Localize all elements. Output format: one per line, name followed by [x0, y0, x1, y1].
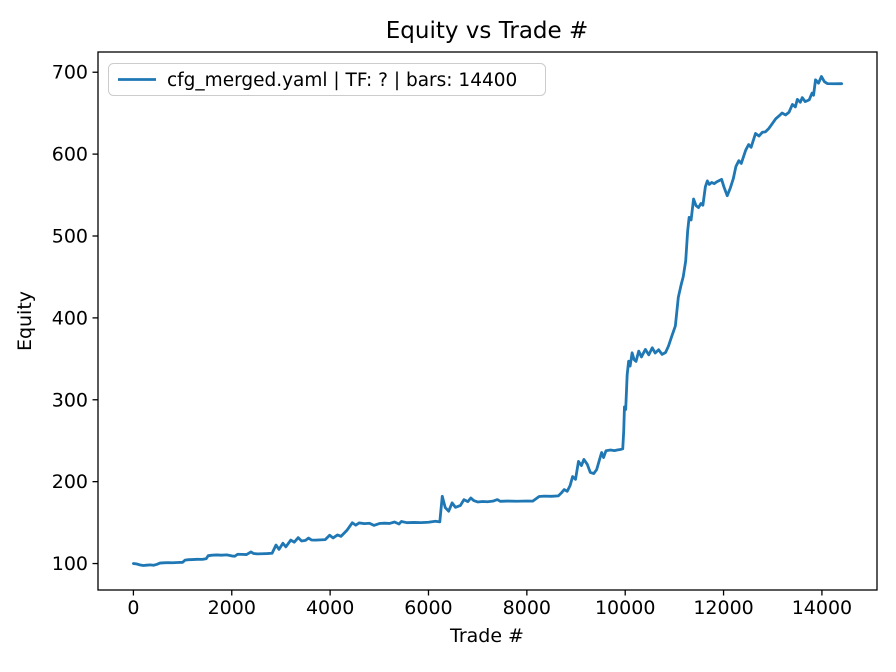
equity-line-series: [132, 75, 843, 567]
x-tick-label: 2000: [208, 597, 256, 619]
legend-box: [108, 63, 546, 96]
x-tick-label: 0: [127, 597, 139, 619]
y-tick-label: 300: [52, 389, 88, 411]
legend: cfg_merged.yaml | TF: ? | bars: 14400: [108, 63, 546, 96]
y-tick-label: 500: [52, 226, 88, 248]
x-tick-label: 8000: [503, 597, 551, 619]
x-axis: 0 2000 4000 6000 8000 10000 12000 14000: [127, 590, 852, 619]
plot-area-frame: [97, 51, 878, 591]
y-tick-label: 200: [52, 471, 88, 493]
x-tick-label: 14000: [792, 597, 852, 619]
x-tick-label: 4000: [306, 597, 354, 619]
y-tick-label: 600: [52, 144, 88, 166]
x-tick-label: 10000: [595, 597, 655, 619]
y-tick-label: 100: [52, 553, 88, 575]
y-axis-label: Equity: [14, 291, 36, 351]
x-tick-label: 12000: [693, 597, 753, 619]
y-axis: 100 200 300 400 500 600 700: [52, 62, 98, 575]
chart-title: Equity vs Trade #: [386, 18, 589, 44]
y-tick-label: 400: [52, 307, 88, 329]
y-tick-label: 700: [52, 62, 88, 84]
x-tick-label: 6000: [404, 597, 452, 619]
legend-label: cfg_merged.yaml | TF: ? | bars: 14400: [167, 70, 517, 91]
x-axis-label: Trade #: [449, 625, 524, 647]
